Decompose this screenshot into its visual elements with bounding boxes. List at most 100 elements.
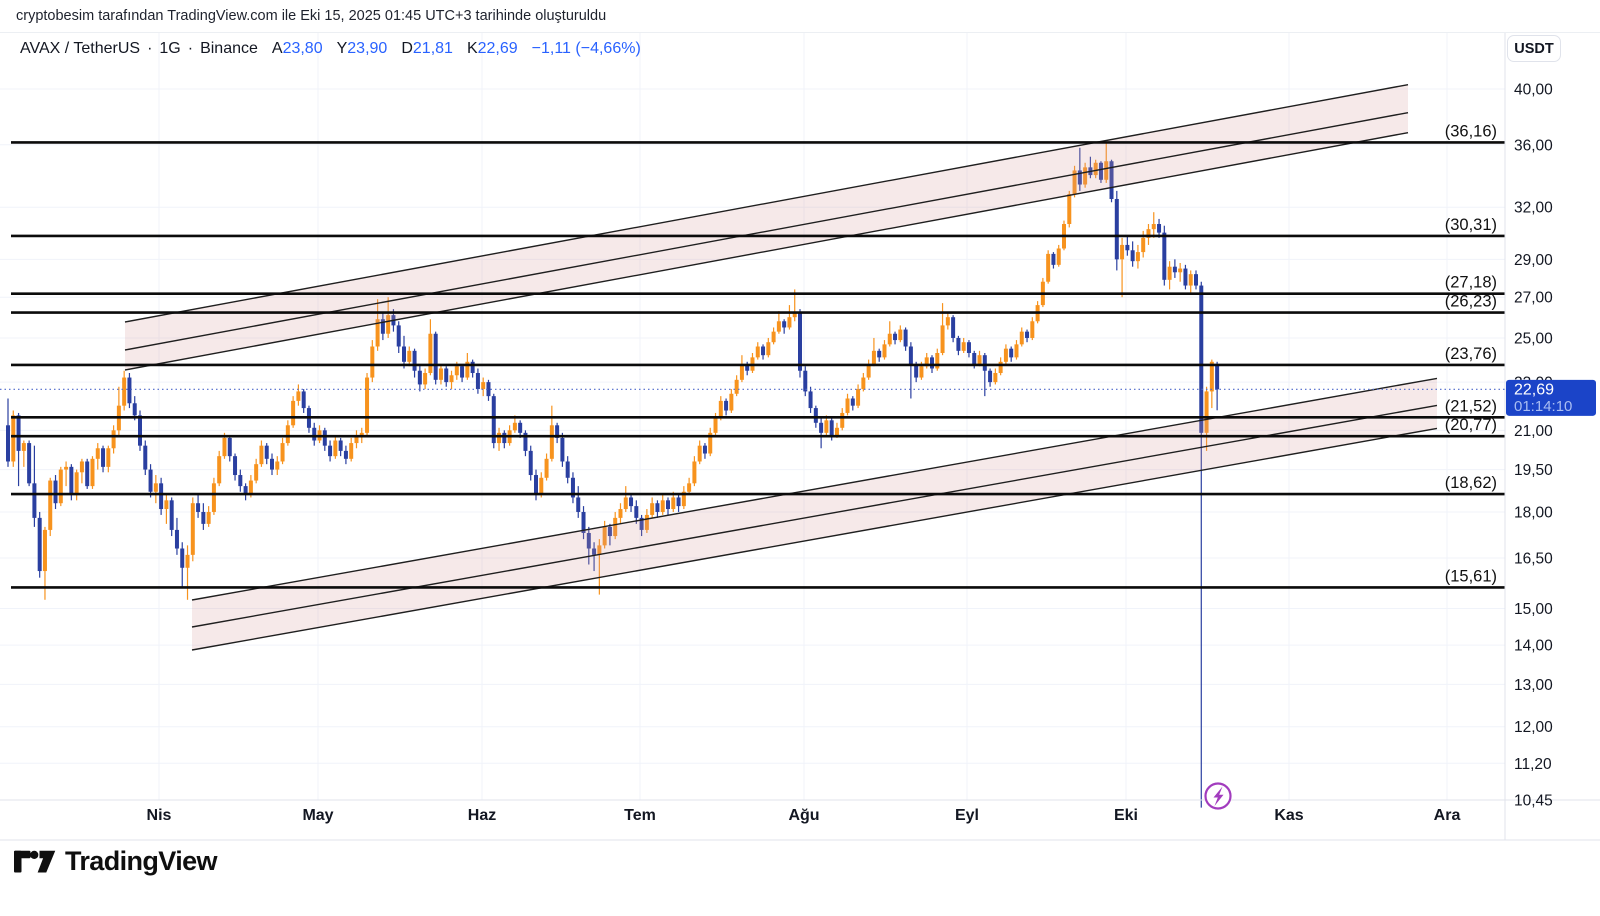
candle-up: [333, 435, 338, 459]
currency-toggle-button[interactable]: USDT: [1507, 35, 1561, 62]
candle-up: [296, 384, 301, 406]
candle-down: [988, 368, 993, 387]
candle-down: [127, 372, 132, 409]
channel-line[interactable]: [124, 83, 1409, 323]
candle-up: [1046, 250, 1051, 284]
month-label[interactable]: Tem: [624, 807, 656, 824]
candle-down: [523, 430, 528, 457]
candle-down: [1098, 161, 1103, 183]
legend-exchange: Binance: [200, 40, 258, 57]
lightning-bolt-icon: [1213, 786, 1224, 806]
candle-up: [1030, 317, 1035, 341]
candle-up: [871, 337, 876, 367]
candle-down: [808, 386, 813, 413]
candle-up: [259, 440, 264, 467]
month-label[interactable]: Eyl: [955, 807, 979, 824]
channel-fill: [125, 84, 1408, 371]
channel-line[interactable]: [124, 131, 1409, 371]
candle-up: [1209, 359, 1214, 409]
price-tick-label: 21,00: [1514, 423, 1553, 440]
candle-down: [475, 368, 480, 394]
candle-up: [1056, 244, 1061, 267]
candle-down: [581, 506, 586, 540]
candle-up: [1146, 224, 1151, 245]
level-label: (27,18): [1445, 274, 1497, 292]
badge-countdown: 01:14:10: [1514, 398, 1572, 415]
candle-up: [734, 375, 739, 397]
legend-symbol[interactable]: AVAX / TetherUS: [20, 40, 141, 57]
month-label[interactable]: Eki: [1114, 807, 1138, 824]
candle-up: [681, 486, 686, 510]
month-label[interactable]: Kas: [1274, 807, 1303, 824]
candle-up: [1093, 159, 1098, 179]
candle-down: [270, 453, 274, 476]
header-divider: [0, 32, 1600, 33]
candle-up: [386, 297, 391, 338]
candle-down: [534, 469, 538, 501]
candle-down: [328, 440, 333, 462]
candle-down: [460, 364, 465, 383]
channel-line[interactable]: [191, 427, 1438, 651]
candle-down: [16, 412, 21, 487]
candle-down: [433, 331, 438, 385]
month-label[interactable]: Nis: [147, 807, 172, 824]
candlesticks: [6, 141, 1220, 808]
month-label[interactable]: Ara: [1434, 807, 1461, 824]
candle-up: [190, 497, 195, 562]
lightning-marker[interactable]: [1204, 782, 1232, 810]
candle-down: [639, 514, 644, 537]
candle-down: [306, 405, 311, 433]
candle-up: [349, 437, 354, 462]
price-tick-label: 18,00: [1514, 504, 1553, 521]
candle-down: [486, 379, 491, 401]
candle-down: [565, 456, 570, 484]
channel-line[interactable]: [191, 377, 1438, 601]
candle-up: [1019, 327, 1024, 347]
candle-down: [724, 398, 729, 416]
candle-up: [465, 353, 470, 380]
price-tick-label: 11,20: [1514, 756, 1552, 773]
price-tick-label: 15,00: [1514, 601, 1553, 618]
tradingview-logo-text: TradingView: [65, 846, 218, 876]
candle-up: [64, 461, 69, 487]
candle-down: [676, 494, 681, 512]
candle-down: [655, 500, 660, 518]
candle-up: [354, 430, 359, 449]
candle-down: [101, 445, 106, 473]
candle-up: [1083, 162, 1088, 188]
channel-line[interactable]: [191, 404, 1438, 628]
month-label[interactable]: Haz: [468, 807, 496, 824]
month-label[interactable]: May: [302, 807, 333, 824]
tradingview-logo[interactable]: TradingView: [14, 846, 218, 877]
candle-up: [755, 342, 760, 360]
candle-down: [6, 398, 10, 467]
candle-down: [196, 494, 201, 518]
candle-down: [37, 511, 42, 578]
price-tick-label: 10,45: [1514, 793, 1553, 810]
candle-down: [27, 440, 32, 487]
candle-up: [497, 427, 502, 451]
month-label[interactable]: Ağu: [788, 807, 819, 824]
candle-down: [148, 464, 153, 498]
candle-down: [798, 309, 802, 378]
legend-separator: ·: [147, 40, 153, 57]
candle-down: [32, 445, 37, 527]
candle-up: [739, 355, 744, 383]
trend-channels: [124, 83, 1438, 651]
candle-up: [845, 393, 850, 416]
candle-up: [866, 359, 871, 380]
channel-line[interactable]: [124, 111, 1409, 351]
candle-down: [1077, 147, 1082, 191]
candle-up: [116, 386, 121, 436]
price-tick-label: 13,00: [1514, 677, 1553, 694]
legend-timeframe[interactable]: 1G: [159, 40, 181, 57]
price-tick-label: 19,50: [1514, 462, 1553, 479]
candle-down: [666, 497, 670, 515]
candle-down: [312, 422, 317, 446]
candle-down: [402, 335, 406, 369]
candle-down: [607, 523, 612, 546]
candle-up: [1135, 244, 1140, 269]
candle-up: [206, 506, 211, 527]
